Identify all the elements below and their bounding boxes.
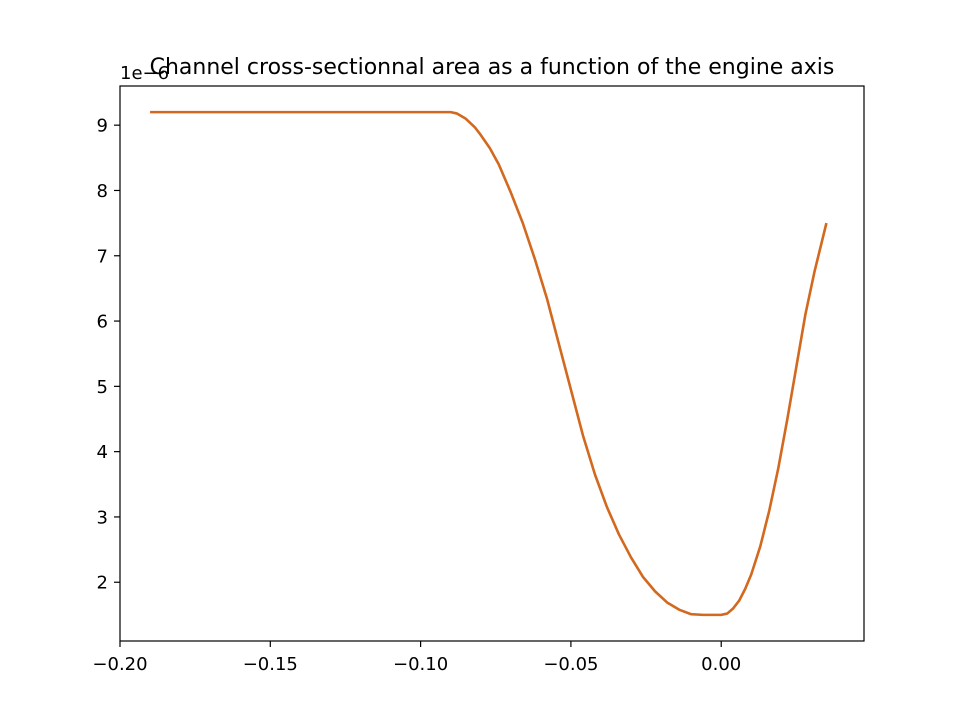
axes-frame (119, 85, 865, 642)
y-tick-label: 6 (97, 312, 108, 333)
y-tick-label: 8 (97, 181, 108, 202)
y-offset-label: 1e−6 (120, 63, 169, 84)
x-axis: −0.20 −0.15 −0.10 −0.05 0.00 (92, 641, 741, 675)
plot-area: −0.20 −0.15 −0.10 −0.05 0.00 2 3 4 5 6 7 8 9 (92, 85, 865, 675)
y-tick-label: 9 (97, 116, 108, 137)
x-tick-label: 0.00 (701, 654, 741, 675)
x-tick-label: −0.10 (393, 654, 448, 675)
chart-title: Channel cross-sectionnal area as a funct… (150, 55, 835, 80)
y-tick-label: 2 (97, 573, 108, 594)
y-tick-label: 4 (97, 442, 108, 463)
x-tick-label: −0.15 (243, 654, 298, 675)
x-tick-label: −0.05 (543, 654, 598, 675)
x-tick-label: −0.20 (92, 654, 147, 675)
y-axis: 2 3 4 5 6 7 8 9 (97, 116, 120, 594)
y-tick-label: 3 (97, 507, 108, 528)
y-tick-label: 5 (97, 377, 108, 398)
series-line-area (150, 110, 828, 617)
y-tick-label: 7 (97, 246, 108, 267)
